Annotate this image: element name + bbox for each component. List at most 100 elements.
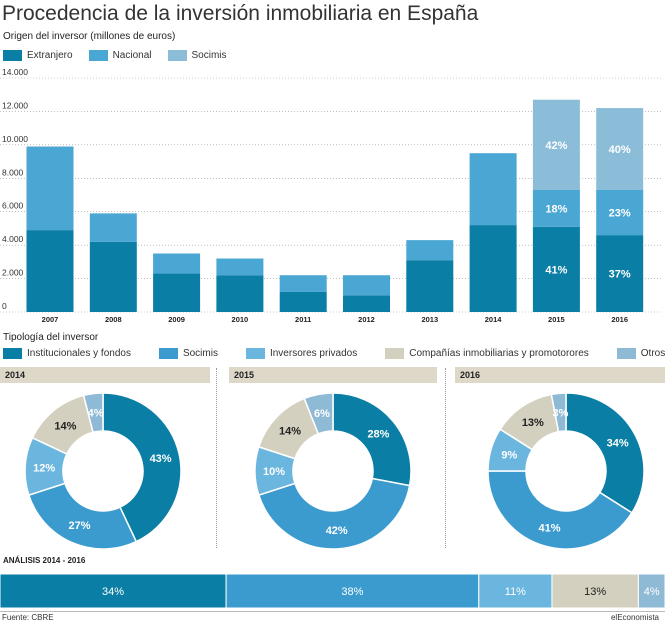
chart-title: Procedencia de la inversión inmobiliaria… — [2, 2, 479, 25]
donut-label: 43% — [150, 453, 172, 465]
analysis-label: 38% — [341, 586, 363, 598]
bar-extranjero-2014 — [469, 225, 517, 312]
bar-extranjero-2013 — [406, 260, 454, 312]
donut-label: 28% — [367, 428, 389, 440]
donut-label: 42% — [326, 525, 348, 537]
donut-slice-2015-4 — [303, 392, 334, 435]
bar-nacional-2009 — [153, 253, 201, 274]
donut-label: 12% — [33, 462, 55, 474]
footer-rule — [0, 611, 665, 612]
x-tick-label: 2010 — [232, 315, 249, 324]
donut-label: 4% — [88, 407, 104, 419]
x-tick-label: 2008 — [105, 315, 122, 324]
x-tick-label: 2015 — [548, 315, 565, 324]
bar-nacional-2015 — [532, 189, 580, 227]
legend-swatch — [245, 348, 265, 359]
bar-extranjero-2015 — [532, 226, 580, 312]
year-header-2015: 2015 — [229, 367, 437, 383]
bar-extranjero-2012 — [343, 295, 390, 312]
divider — [216, 368, 217, 548]
divider — [445, 368, 446, 548]
bar-data-label: 40% — [609, 144, 631, 156]
legend-label: Nacional — [112, 50, 152, 61]
bar-extranjero-2008 — [89, 241, 137, 312]
bar-extranjero-2007 — [26, 230, 74, 312]
bar-socimis-2016 — [596, 108, 644, 190]
analysis-label: 11% — [505, 586, 526, 598]
donut-slice-2015-0 — [332, 392, 412, 487]
legend-bottom-item: Socimis — [158, 348, 218, 359]
legend-swatch — [3, 348, 22, 359]
donut-label: 9% — [501, 450, 517, 462]
analysis-segment-1 — [225, 573, 480, 609]
bar-nacional-2014 — [469, 153, 517, 226]
legend-label: Otros — [640, 348, 665, 359]
donut-label: 41% — [539, 523, 561, 535]
donut-label: 14% — [54, 421, 76, 433]
donut-label: 14% — [279, 426, 301, 438]
y-tick-label: 6.000 — [2, 201, 24, 211]
y-tick-label: 2.000 — [2, 268, 24, 278]
bar-extranjero-2009 — [153, 273, 201, 312]
donut-slice-2016-1 — [487, 470, 633, 550]
donut-slice-2015-1 — [257, 477, 411, 550]
bar-extranjero-2016 — [596, 235, 644, 312]
year-header-2014: 2014 — [0, 367, 210, 383]
donut-label: 34% — [607, 438, 629, 450]
bar-nacional-2013 — [406, 240, 454, 261]
bar-nacional-2010 — [216, 258, 264, 276]
legend-swatch — [158, 348, 178, 359]
year-header-2016: 2016 — [455, 367, 665, 383]
y-tick-label: 4.000 — [2, 234, 24, 244]
donut-label: 6% — [314, 408, 330, 420]
analysis-segment-0 — [0, 573, 227, 609]
legend-top-item: Extranjero — [3, 50, 73, 61]
analysis-segment-3 — [551, 573, 639, 609]
legend-bottom: Institucionales y fondos Socimis Inversore… — [3, 348, 665, 359]
donut-slice-2014-0 — [102, 392, 182, 543]
legend-bottom-item: Inversores privados — [245, 348, 357, 359]
legend-top-item: Nacional — [88, 50, 152, 61]
bar-nacional-2007 — [26, 146, 74, 231]
x-tick-label: 2009 — [168, 315, 185, 324]
analysis-segment-4 — [637, 573, 665, 609]
analysis-label: 13% — [584, 586, 606, 598]
donut-slice-2016-0 — [565, 392, 645, 514]
y-tick-label: 8.000 — [2, 167, 24, 177]
bar-data-label: 42% — [545, 140, 567, 152]
bar-extranjero-2011 — [279, 291, 327, 312]
bar-nacional-2011 — [279, 275, 327, 292]
bar-data-label: 23% — [609, 208, 631, 220]
x-tick-label: 2014 — [485, 315, 503, 324]
analysis-label: 4% — [644, 586, 660, 598]
bar-nacional-2012 — [343, 275, 390, 296]
legend-swatch — [385, 348, 405, 359]
donut-slice-2014-4 — [82, 392, 104, 434]
tipologia-title: Tipología del inversor — [3, 332, 99, 343]
analysis-title: ANÁLISIS 2014 - 2016 — [3, 556, 86, 565]
legend-label: Socimis — [191, 50, 227, 61]
legend-swatch — [167, 50, 187, 61]
bar-chart: 0 2.000 4.000 6.000 8.000 10.000 12.000 14.000 2… — [0, 67, 662, 324]
analysis-segment-2 — [478, 573, 553, 609]
x-tick-label: 2007 — [42, 315, 59, 324]
bar-extranjero-2010 — [216, 275, 264, 312]
y-tick-label: 10.000 — [2, 134, 28, 144]
bar-data-label: 18% — [545, 203, 567, 215]
bar-data-label: 37% — [609, 269, 631, 281]
donut-label: 27% — [69, 520, 91, 532]
bar-data-label: 41% — [545, 264, 567, 276]
bar-nacional-2008 — [89, 213, 137, 242]
x-tick-label: 2013 — [421, 315, 438, 324]
legend-bottom-item: Compañías inmobiliarias y promotorores — [385, 348, 589, 359]
donut-label: 13% — [522, 417, 544, 429]
bar-socimis-2015 — [532, 99, 580, 190]
legend-swatch — [616, 348, 636, 359]
y-tick-label: 14.000 — [2, 67, 28, 77]
legend-bottom-item: Institucionales y fondos — [3, 348, 131, 359]
legend-label: Compañías inmobiliarias y promotorores — [409, 348, 589, 359]
donut-slice-2016-4 — [550, 392, 567, 433]
legend-label: Institucionales y fondos — [27, 348, 131, 359]
